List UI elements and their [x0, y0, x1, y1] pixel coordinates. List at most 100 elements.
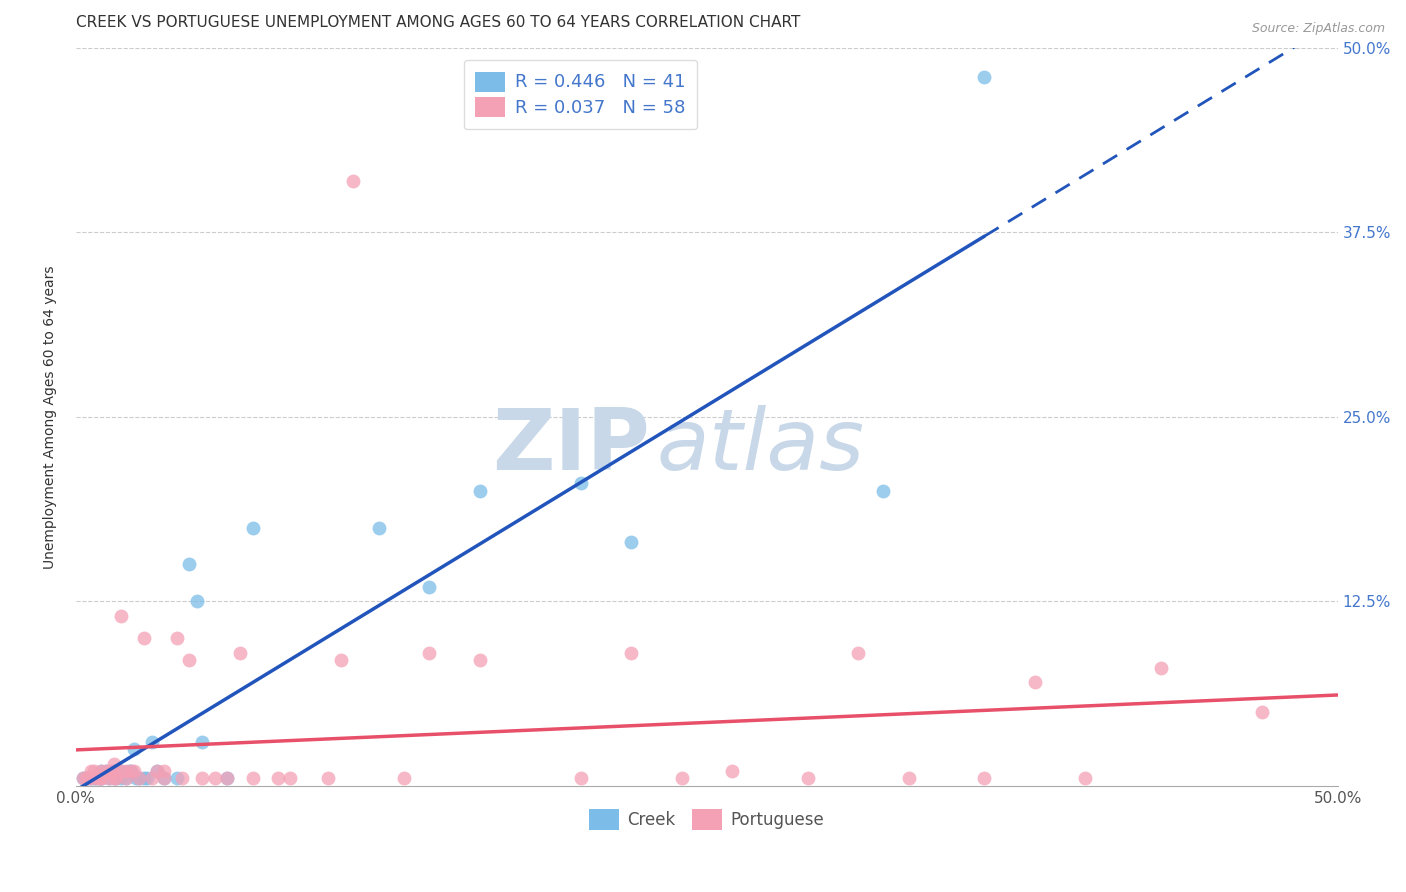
Point: [153, 772, 176, 786]
Point: [242, 520, 264, 534]
Point: [569, 476, 592, 491]
Point: [90, 764, 112, 778]
Point: [128, 772, 150, 786]
Point: [153, 772, 176, 786]
Point: [846, 646, 869, 660]
Point: [135, 772, 157, 786]
Point: [80, 772, 103, 786]
Point: [103, 772, 125, 786]
Point: [191, 772, 214, 786]
Point: [103, 772, 125, 786]
Point: [267, 772, 290, 786]
Y-axis label: Unemployment Among Ages 60 to 64 years: Unemployment Among Ages 60 to 64 years: [44, 265, 58, 568]
Point: [103, 764, 125, 778]
Text: Source: ZipAtlas.com: Source: ZipAtlas.com: [1251, 22, 1385, 36]
Point: [110, 772, 132, 786]
Point: [103, 764, 125, 778]
Legend: Creek, Portuguese: Creek, Portuguese: [582, 803, 831, 837]
Point: [1024, 675, 1046, 690]
Point: [671, 772, 693, 786]
Point: [141, 734, 163, 748]
Point: [166, 631, 188, 645]
Point: [75, 772, 97, 786]
Point: [100, 764, 122, 778]
Point: [83, 764, 105, 778]
Point: [316, 772, 339, 786]
Point: [77, 772, 100, 786]
Point: [166, 772, 188, 786]
Point: [84, 772, 107, 786]
Point: [84, 772, 107, 786]
Point: [721, 764, 744, 778]
Point: [1150, 661, 1173, 675]
Point: [897, 772, 920, 786]
Point: [145, 764, 167, 778]
Point: [83, 772, 105, 786]
Point: [80, 764, 103, 778]
Point: [90, 772, 112, 786]
Point: [217, 772, 239, 786]
Point: [90, 772, 112, 786]
Point: [120, 764, 142, 778]
Point: [1074, 772, 1097, 786]
Point: [186, 594, 208, 608]
Point: [229, 646, 252, 660]
Point: [90, 772, 112, 786]
Point: [110, 764, 132, 778]
Point: [1251, 705, 1274, 719]
Point: [72, 772, 94, 786]
Point: [242, 772, 264, 786]
Point: [217, 772, 239, 786]
Point: [110, 609, 132, 624]
Point: [141, 772, 163, 786]
Point: [132, 772, 155, 786]
Point: [128, 772, 150, 786]
Point: [80, 772, 103, 786]
Point: [620, 535, 643, 549]
Point: [204, 772, 226, 786]
Point: [77, 772, 100, 786]
Point: [153, 764, 176, 778]
Point: [87, 772, 110, 786]
Point: [191, 734, 214, 748]
Text: atlas: atlas: [657, 405, 865, 488]
Point: [796, 772, 818, 786]
Point: [115, 764, 138, 778]
Point: [468, 483, 491, 498]
Point: [94, 764, 117, 778]
Point: [418, 580, 440, 594]
Point: [569, 772, 592, 786]
Point: [170, 772, 193, 786]
Point: [179, 653, 201, 667]
Point: [87, 772, 110, 786]
Point: [115, 772, 138, 786]
Point: [620, 646, 643, 660]
Point: [120, 764, 142, 778]
Point: [145, 764, 167, 778]
Text: CREEK VS PORTUGUESE UNEMPLOYMENT AMONG AGES 60 TO 64 YEARS CORRELATION CHART: CREEK VS PORTUGUESE UNEMPLOYMENT AMONG A…: [76, 15, 800, 30]
Point: [342, 174, 364, 188]
Point: [118, 764, 141, 778]
Point: [132, 631, 155, 645]
Point: [72, 772, 94, 786]
Point: [105, 772, 128, 786]
Point: [418, 646, 440, 660]
Point: [103, 756, 125, 771]
Point: [75, 772, 97, 786]
Point: [179, 558, 201, 572]
Point: [94, 764, 117, 778]
Point: [329, 653, 352, 667]
Point: [125, 772, 148, 786]
Point: [97, 772, 120, 786]
Point: [97, 772, 120, 786]
Point: [122, 764, 145, 778]
Point: [973, 772, 995, 786]
Point: [367, 520, 389, 534]
Point: [872, 483, 894, 498]
Point: [973, 70, 995, 85]
Text: ZIP: ZIP: [492, 405, 650, 488]
Point: [115, 772, 138, 786]
Point: [90, 764, 112, 778]
Point: [280, 772, 302, 786]
Point: [468, 653, 491, 667]
